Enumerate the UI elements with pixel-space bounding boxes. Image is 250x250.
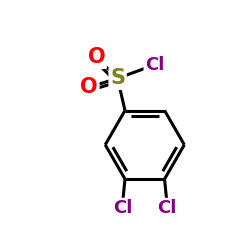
Text: Cl: Cl [157,199,177,217]
Text: S: S [110,68,125,88]
Text: O: O [88,47,106,67]
Text: Cl: Cl [145,56,164,74]
Text: O: O [80,77,98,97]
Text: Cl: Cl [113,199,132,217]
